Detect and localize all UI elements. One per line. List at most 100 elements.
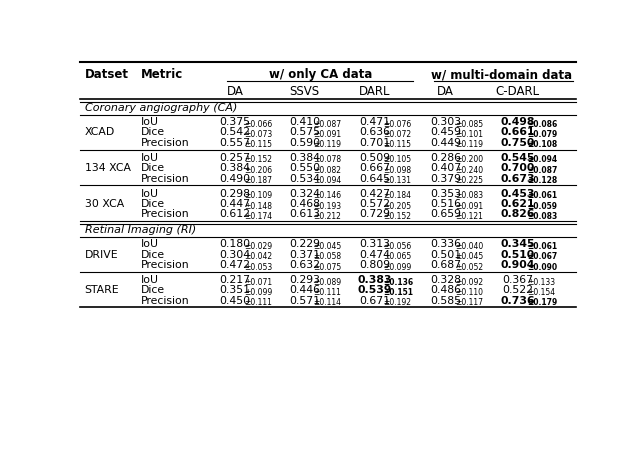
Text: 0.371: 0.371: [289, 249, 320, 260]
Text: 0.736: 0.736: [500, 296, 535, 306]
Text: w/ only CA data: w/ only CA data: [269, 68, 372, 81]
Text: 0.353: 0.353: [430, 189, 461, 198]
Text: 0.534: 0.534: [289, 174, 320, 184]
Text: ±0.111: ±0.111: [244, 298, 272, 307]
Text: 0.313: 0.313: [359, 239, 390, 249]
Text: STARE: STARE: [84, 285, 119, 295]
Text: ±0.091: ±0.091: [314, 130, 342, 139]
Text: w/ multi-domain data: w/ multi-domain data: [431, 68, 572, 81]
Text: 0.571: 0.571: [289, 296, 320, 306]
Text: 0.257: 0.257: [220, 153, 250, 163]
Text: ±0.058: ±0.058: [314, 252, 342, 261]
Text: Precision: Precision: [140, 260, 189, 270]
Text: 0.498: 0.498: [500, 117, 535, 127]
Text: IoU: IoU: [140, 239, 159, 249]
Text: 0.809: 0.809: [359, 260, 390, 270]
Text: ±0.114: ±0.114: [314, 298, 342, 307]
Text: ±0.094: ±0.094: [314, 176, 342, 185]
Text: ±0.205: ±0.205: [383, 202, 412, 211]
Text: 0.557: 0.557: [220, 138, 250, 148]
Text: ±0.098: ±0.098: [383, 166, 412, 175]
Text: 0.575: 0.575: [289, 127, 320, 137]
Text: 0.729: 0.729: [359, 210, 390, 219]
Text: 0.459: 0.459: [430, 127, 461, 137]
Text: ±0.073: ±0.073: [244, 130, 272, 139]
Text: ±0.111: ±0.111: [314, 288, 342, 297]
Text: ±0.086: ±0.086: [527, 120, 557, 129]
Text: ±0.075: ±0.075: [314, 262, 342, 271]
Text: 0.826: 0.826: [500, 210, 535, 219]
Text: ±0.061: ±0.061: [527, 191, 557, 200]
Text: ±0.152: ±0.152: [383, 212, 412, 221]
Text: 0.612: 0.612: [220, 210, 250, 219]
Text: ±0.082: ±0.082: [314, 166, 342, 175]
Text: 0.447: 0.447: [220, 199, 250, 209]
Text: ±0.052: ±0.052: [455, 262, 483, 271]
Text: ±0.240: ±0.240: [455, 166, 483, 175]
Text: 0.501: 0.501: [430, 249, 461, 260]
Text: ±0.091: ±0.091: [455, 202, 483, 211]
Text: 0.572: 0.572: [359, 199, 390, 209]
Text: ±0.045: ±0.045: [314, 242, 342, 251]
Text: 0.217: 0.217: [220, 275, 250, 285]
Text: 0.667: 0.667: [359, 163, 390, 173]
Text: ±0.065: ±0.065: [383, 252, 412, 261]
Text: 0.585: 0.585: [430, 296, 461, 306]
Text: 0.474: 0.474: [359, 249, 390, 260]
Text: IoU: IoU: [140, 275, 159, 285]
Text: 0.446: 0.446: [289, 285, 320, 295]
Text: 0.750: 0.750: [500, 138, 535, 148]
Text: ±0.042: ±0.042: [244, 252, 272, 261]
Text: 0.336: 0.336: [430, 239, 461, 249]
Text: 0.671: 0.671: [359, 296, 390, 306]
Text: 0.379: 0.379: [430, 174, 461, 184]
Text: 0.304: 0.304: [220, 249, 251, 260]
Text: Metric: Metric: [140, 68, 182, 81]
Text: ±0.089: ±0.089: [314, 277, 342, 287]
Text: 0.687: 0.687: [430, 260, 461, 270]
Text: ±0.152: ±0.152: [244, 156, 272, 164]
Text: ±0.067: ±0.067: [527, 252, 557, 261]
Text: 0.286: 0.286: [430, 153, 461, 163]
Text: ±0.099: ±0.099: [383, 262, 412, 271]
Text: ±0.136: ±0.136: [383, 277, 413, 287]
Text: 30 XCA: 30 XCA: [84, 199, 124, 209]
Text: ±0.094: ±0.094: [527, 156, 557, 164]
Text: 0.636: 0.636: [359, 127, 390, 137]
Text: Coronary angiography (CA): Coronary angiography (CA): [84, 103, 237, 113]
Text: 0.522: 0.522: [502, 285, 533, 295]
Text: ±0.056: ±0.056: [383, 242, 412, 251]
Text: 0.303: 0.303: [430, 117, 461, 127]
Text: ±0.115: ±0.115: [244, 141, 272, 149]
Text: ±0.101: ±0.101: [455, 130, 483, 139]
Text: ±0.131: ±0.131: [383, 176, 412, 185]
Text: 0.509: 0.509: [359, 153, 390, 163]
Text: 0.407: 0.407: [430, 163, 461, 173]
Text: 0.468: 0.468: [289, 199, 320, 209]
Text: DRIVE: DRIVE: [84, 249, 118, 260]
Text: 0.904: 0.904: [500, 260, 535, 270]
Text: ±0.083: ±0.083: [527, 212, 557, 221]
Text: 0.324: 0.324: [289, 189, 320, 198]
Text: 0.661: 0.661: [500, 127, 535, 137]
Text: 0.472: 0.472: [220, 260, 250, 270]
Text: 0.453: 0.453: [500, 189, 535, 198]
Text: ±0.066: ±0.066: [244, 120, 272, 129]
Text: 0.384: 0.384: [220, 163, 250, 173]
Text: 0.298: 0.298: [220, 189, 250, 198]
Text: ±0.092: ±0.092: [455, 277, 483, 287]
Text: 0.410: 0.410: [289, 117, 320, 127]
Text: 0.673: 0.673: [500, 174, 535, 184]
Text: ±0.105: ±0.105: [383, 156, 412, 164]
Text: 0.590: 0.590: [289, 138, 320, 148]
Text: ±0.040: ±0.040: [455, 242, 483, 251]
Text: ±0.078: ±0.078: [314, 156, 342, 164]
Text: ±0.146: ±0.146: [314, 191, 342, 200]
Text: Datset: Datset: [84, 68, 129, 81]
Text: 0.345: 0.345: [500, 239, 535, 249]
Text: ±0.121: ±0.121: [455, 212, 483, 221]
Text: ±0.206: ±0.206: [244, 166, 272, 175]
Text: 0.621: 0.621: [500, 199, 535, 209]
Text: 0.384: 0.384: [289, 153, 320, 163]
Text: ±0.090: ±0.090: [527, 262, 557, 271]
